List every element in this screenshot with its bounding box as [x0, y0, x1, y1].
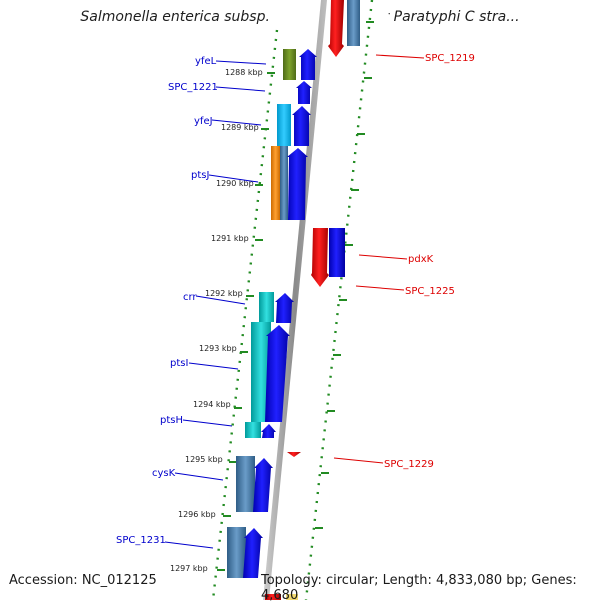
gene-spc-1221-arrow [296, 81, 312, 104]
gene-label-left[interactable]: SPC_1231 [116, 535, 166, 546]
gene-bottom-partial-yellow [286, 594, 298, 600]
kbp-label: 1294 kbp [193, 400, 231, 409]
kbp-label: 1293 kbp [199, 344, 237, 353]
left-gene-labels: yfeL SPC_1221 yfeJ ptsJ crr ptsI ptsH cy… [116, 56, 267, 549]
gene-crr-arrow [275, 293, 294, 323]
gene-ptsH-category [245, 422, 261, 438]
gene-label-left[interactable]: cysK [152, 468, 176, 479]
gene-top-partial [347, 0, 360, 46]
gene-label-left[interactable]: crr [183, 292, 197, 303]
map-band [210, 0, 390, 600]
gene-label-left[interactable]: yfeL [195, 56, 217, 67]
gene-ptsJ-arrow [287, 148, 308, 220]
kbp-label: 1295 kbp [185, 455, 223, 464]
gene-pdxK-arrow [311, 228, 329, 287]
outer-tick-marks [315, 21, 374, 529]
accession-text: Accession: NC_012125 [9, 573, 157, 588]
kbp-label: 1296 kbp [178, 510, 216, 519]
gene-cysK-arrow [253, 458, 273, 512]
outer-dotted-ring [304, 0, 374, 600]
gene-yfeJ-arrow [292, 106, 311, 146]
kbp-label: 1292 kbp [205, 289, 243, 298]
gene-spc-1231-arrow [243, 528, 263, 578]
kbp-label: 1290 kbp [216, 179, 254, 188]
kbp-label: 1288 kbp [225, 68, 263, 77]
kbp-tick-labels: 1288 kbp 1289 kbp 1290 kbp 1291 kbp 1292… [170, 68, 263, 573]
gene-ptsI-arrow [265, 325, 290, 422]
gene-label-left[interactable]: yfeJ [194, 116, 213, 127]
gene-label-right[interactable]: SPC_1229 [384, 459, 434, 470]
inner-tick-marks [217, 72, 275, 571]
gene-crr-category [259, 292, 274, 322]
gene-label-left[interactable]: SPC_1221 [168, 82, 218, 93]
gene-ptsJ-category-b [280, 146, 288, 220]
genome-summary-text: Topology: circular; Length: 4,833,080 bp… [261, 573, 577, 603]
gene-yfeL-arrow [299, 49, 317, 80]
gene-spc-1231-category [227, 527, 246, 578]
kbp-label: 1289 kbp [221, 123, 259, 132]
gene-label-left[interactable]: ptsH [160, 415, 183, 426]
gene-cysK-category [236, 456, 255, 512]
gene-yfeL-category [283, 49, 296, 80]
gene-label-left[interactable]: ptsI [170, 358, 188, 369]
gene-ptsH-arrow [261, 424, 276, 438]
gene-spc-1225-box [329, 228, 345, 277]
gene-yfeJ-category [277, 104, 291, 146]
right-gene-labels: SPC_1219 pdxK SPC_1225 SPC_1229 [333, 53, 475, 470]
gene-ptsJ-category-a [271, 146, 280, 220]
gene-label-right[interactable]: SPC_1219 [425, 53, 475, 64]
gene-spc-1229-arrow [287, 452, 301, 457]
kbp-label: 1297 kbp [170, 564, 208, 573]
gene-bottom-partial-red [265, 594, 281, 600]
gene-spc-1219-arrow [328, 0, 344, 57]
gene-label-left[interactable]: ptsJ [191, 170, 209, 181]
inner-dotted-ring [211, 29, 279, 600]
gene-label-right[interactable]: SPC_1225 [405, 286, 455, 297]
gene-label-right[interactable]: pdxK [408, 254, 434, 265]
genome-backbone [263, 0, 327, 600]
kbp-label: 1291 kbp [211, 234, 249, 243]
